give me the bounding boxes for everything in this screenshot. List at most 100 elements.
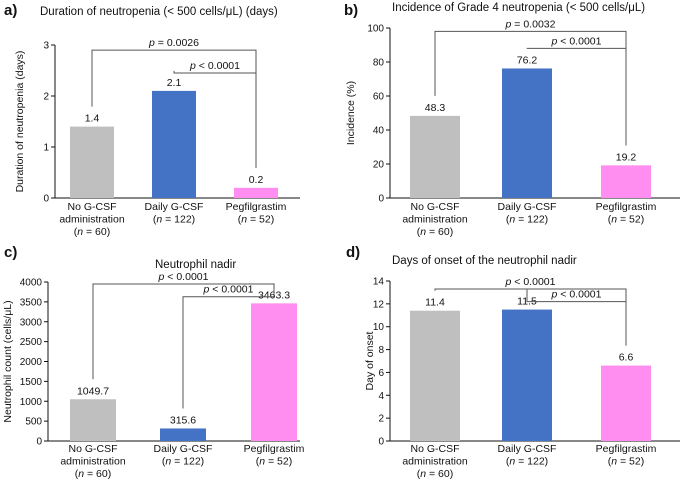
- chart-4-category-label-1-3: (n = 60): [417, 468, 454, 480]
- chart-4-significance-label-2: p < 0.0001: [551, 289, 602, 301]
- chart-1-panel-label: a): [4, 2, 17, 19]
- chart-2-value-label-2: 76.2: [517, 54, 538, 66]
- chart-4-bar-2: [502, 309, 552, 441]
- chart-1-bar-3: [234, 187, 278, 198]
- chart-2-y-tick-label-3: 60: [373, 92, 385, 103]
- chart-1-category-label-1-2: administration: [59, 214, 125, 226]
- chart-1-y-tick-label-2: 2: [43, 92, 49, 103]
- chart-2-y-tick-label-5: 100: [367, 24, 384, 35]
- chart-2-significance-label-2: p < 0.0001: [551, 35, 602, 47]
- chart-4-y-tick-label-7: 14: [373, 277, 385, 288]
- chart-3-y-tick-label-7: 3500: [20, 297, 43, 308]
- chart-3-y-tick-label-0: 0: [36, 437, 42, 448]
- chart-1-y-tick-label-0: 0: [43, 194, 49, 205]
- chart-2-category-label-1-3: (n = 60): [417, 226, 454, 238]
- chart-3-value-label-1: 1049.7: [77, 385, 109, 397]
- chart-3-category-label-3-1: Pegfilgrastim: [244, 443, 305, 455]
- chart-3-significance-label-1: p < 0.0001: [158, 271, 209, 283]
- chart-2-y-tick-label-1: 20: [373, 160, 385, 171]
- chart-3-panel-label: c): [4, 244, 17, 261]
- chart-1-bar-2: [152, 90, 196, 198]
- chart-4-bar-1: [410, 310, 460, 441]
- chart-4-title: Days of onset of the neutrophil nadir: [392, 255, 577, 267]
- chart-2-category-label-3-2: (n = 52): [608, 214, 645, 226]
- chart-4-bar-3: [601, 365, 651, 441]
- chart-3-category-label-1-1: No G-CSF: [68, 443, 117, 455]
- chart-1-title: Duration of neutropenia (< 500 cells/μL)…: [40, 6, 278, 18]
- chart-4-y-tick-label-4: 8: [378, 345, 384, 356]
- chart-2-y-tick-label-4: 80: [373, 58, 385, 69]
- chart-4-value-label-3: 6.6: [619, 352, 634, 364]
- chart-2-value-label-1: 48.3: [425, 102, 446, 114]
- chart-1-category-label-2-2: (n = 122): [153, 214, 195, 226]
- chart-4-y-tick-label-3: 6: [378, 368, 384, 379]
- chart-4-panel-label: d): [346, 244, 360, 261]
- chart-4-value-label-1: 11.4: [425, 297, 445, 309]
- chart-1-y-tick-label-1: 1: [43, 143, 49, 154]
- chart-3-y-tick-label-4: 2000: [20, 357, 43, 368]
- chart-3-y-tick-label-1: 500: [25, 417, 42, 428]
- chart-1-significance-label-2: p < 0.0001: [189, 60, 240, 72]
- chart-3-bar-1: [70, 399, 116, 441]
- chart-2-significance-bracket-2: [526, 47, 627, 146]
- chart-1-value-label-1: 1.4: [85, 113, 100, 125]
- chart-2-bar-3: [601, 165, 651, 198]
- chart-1-category-label-3-1: Pegfilgrastim: [226, 201, 287, 213]
- chart-3-value-label-2: 315.6: [170, 414, 196, 426]
- chart-4-category-label-3-2: (n = 52): [608, 456, 645, 468]
- chart-3-significance-label-2: p < 0.0001: [203, 284, 254, 296]
- chart-2-category-label-1-1: No G-CSF: [410, 201, 459, 213]
- chart-1-category-label-2-1: Daily G-CSF: [145, 201, 204, 213]
- chart-4-y-tick-label-2: 4: [378, 391, 384, 402]
- chart-4-y-tick-label-1: 2: [378, 414, 384, 425]
- chart-4-significance-bracket-2: [526, 289, 627, 346]
- chart-2-category-label-1-2: administration: [402, 214, 468, 226]
- chart-2-bar-2: [502, 68, 552, 199]
- chart-3-y-tick-label-6: 3000: [20, 317, 43, 328]
- chart-3-category-label-2-2: (n = 122): [162, 456, 204, 468]
- chart-2-panel-label: b): [344, 2, 358, 19]
- chart-2-bar-1: [410, 115, 460, 198]
- chart-4-category-label-1-1: No G-CSF: [410, 443, 459, 455]
- chart-3-y-tick-label-3: 1500: [20, 377, 43, 388]
- chart-3-y-label: Neutrophil count (cells/μL): [2, 300, 14, 422]
- chart-2-y-tick-label-2: 40: [373, 126, 385, 137]
- chart-1-value-label-3: 0.2: [249, 174, 264, 186]
- chart-2-significance-label-1: p = 0.0032: [505, 18, 556, 30]
- chart-1-bar-1: [70, 126, 114, 198]
- chart-3-bar-2: [160, 428, 206, 441]
- chart-4-y-tick-label-0: 0: [378, 437, 384, 448]
- chart-1-y-label: Duration of neutropenia (days): [14, 51, 26, 193]
- chart-4-y-tick-label-6: 12: [373, 299, 385, 310]
- chart-4-significance-label-1: p < 0.0001: [505, 276, 556, 288]
- chart-4-category-label-3-1: Pegfilgrastim: [596, 443, 657, 455]
- chart-3-category-label-1-2: administration: [60, 456, 126, 468]
- chart-3-y-tick-label-5: 2500: [20, 337, 43, 348]
- chart-4-y-tick-label-5: 10: [373, 322, 385, 333]
- chart-1-significance-bracket-2: [173, 70, 257, 168]
- chart-2-category-label-3-1: Pegfilgrastim: [596, 201, 657, 213]
- chart-3-category-label-2-1: Daily G-CSF: [154, 443, 213, 455]
- chart-3-y-tick-label-8: 4000: [20, 278, 43, 289]
- chart-3-significance-bracket-2: [182, 283, 275, 409]
- chart-1-category-label-1-1: No G-CSF: [67, 201, 116, 213]
- chart-2-y-label: Incidence (%): [345, 81, 357, 145]
- chart-1-category-label-3-2: (n = 52): [238, 214, 275, 226]
- chart-2-y-tick-label-0: 0: [378, 194, 384, 205]
- chart-3-title: Neutrophil nadir: [155, 259, 236, 271]
- chart-1-significance-label-1: p = 0.0026: [148, 37, 199, 49]
- chart-3-category-label-3-2: (n = 52): [256, 456, 293, 468]
- chart-2-category-label-2-1: Daily G-CSF: [498, 201, 557, 213]
- chart-1-value-label-2: 2.1: [167, 77, 182, 89]
- chart-1-y-tick-label-3: 3: [43, 41, 49, 52]
- chart-2-category-label-2-2: (n = 122): [506, 214, 548, 226]
- chart-4-y-label: Day of onset: [364, 331, 376, 390]
- chart-3-y-tick-label-2: 1000: [20, 397, 43, 408]
- chart-3-category-label-1-3: (n = 60): [75, 468, 112, 480]
- chart-2-title: Incidence of Grade 4 neutropenia (< 500 …: [392, 2, 645, 14]
- chart-4-category-label-2-2: (n = 122): [506, 456, 548, 468]
- chart-2-value-label-3: 19.2: [616, 151, 637, 163]
- chart-1-category-label-1-3: (n = 60): [74, 226, 111, 238]
- chart-3-bar-3: [251, 303, 297, 441]
